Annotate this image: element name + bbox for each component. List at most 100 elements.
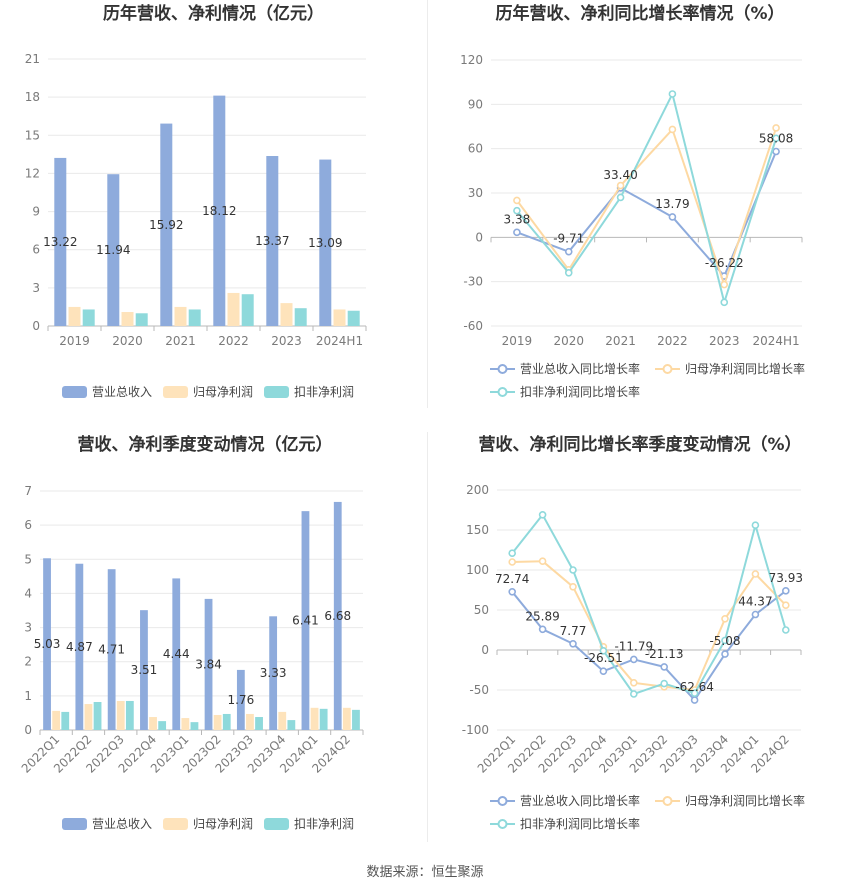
point-revenue-2023Q1 — [629, 655, 638, 664]
legend-item-parent-net-profit-growth[interactable]: 归母净利润同比增长率 — [655, 357, 820, 380]
data-label-revenue-2021: 15.92 — [149, 218, 183, 232]
data-source-note: 数据来源：恒生聚源 — [366, 865, 484, 880]
point-revenue-2023Q2 — [660, 663, 669, 671]
bar-parent-net-profit-2022 — [227, 292, 240, 326]
y-tick-label: 18 — [25, 90, 40, 104]
legend-item-deducted-net-profit-growth[interactable]: 扣非净利润同比增长率 — [490, 380, 655, 403]
legend-item-parent-net-profit[interactable]: 归母净利润 — [163, 812, 264, 835]
legend-label-deducted-net-profit-growth: 扣非净利润同比增长率 — [520, 385, 641, 399]
x-tick-label: 2019 — [59, 334, 90, 348]
y-tick-label: -60 — [463, 319, 483, 333]
legend-label-deducted-net-profit: 扣非净利润 — [294, 817, 355, 831]
data-label-revenue-2022Q4: 3.51 — [131, 663, 158, 677]
swatch-marker — [497, 386, 508, 397]
legend-item-deducted-net-profit[interactable]: 扣非净利润 — [264, 812, 365, 835]
bar-revenue-2023 — [266, 156, 279, 326]
bar-deducted-net-profit-2020 — [135, 313, 148, 326]
line-parent-net-profit-growth — [512, 560, 787, 691]
bar-deducted-net-profit-2023Q3 — [255, 717, 263, 730]
point-parent-net-profit-2022 — [668, 125, 677, 134]
point-revenue-2022Q2 — [538, 625, 547, 634]
point-deducted-net-profit-2022Q4 — [599, 646, 608, 655]
bar-revenue-2023Q3 — [236, 669, 245, 730]
legend-item-deducted-net-profit[interactable]: 扣非净利润 — [264, 380, 365, 403]
y-tick-label: -100 — [462, 723, 489, 737]
point-deducted-net-profit-2023Q1 — [629, 690, 638, 698]
point-deducted-net-profit-2022Q3 — [569, 566, 577, 574]
point-revenue-2022Q3 — [569, 639, 577, 648]
bar-revenue-2019 — [54, 157, 67, 326]
x-tick-label: 2021 — [165, 334, 196, 348]
point-deducted-net-profit-2020 — [564, 268, 573, 277]
deducted-net-profit-growth-line-swatch — [490, 818, 515, 829]
point-parent-net-profit-2022Q3 — [569, 582, 577, 591]
parent-net-profit-swatch — [163, 385, 188, 398]
x-tick-label: 2022 — [218, 334, 249, 348]
swatch-marker — [662, 363, 673, 374]
y-tick-label: 9 — [32, 205, 40, 219]
quarterly-growth-title: 营收、净利同比增长率季度变动情况（%） — [478, 435, 802, 455]
legend-item-revenue[interactable]: 营业总收入 — [62, 380, 163, 403]
panel-divider-bottom — [427, 432, 428, 842]
deducted-net-profit-growth-line-swatch — [490, 386, 515, 397]
bar-deducted-net-profit-2023 — [294, 308, 307, 326]
quarterly-amount-legend: 营业总收入 归母净利润 扣非净利润 — [62, 812, 365, 835]
legend-item-deducted-net-profit-growth[interactable]: 扣非净利润同比增长率 — [490, 812, 655, 835]
bar-deducted-net-profit-2023Q1 — [190, 722, 199, 730]
bar-deducted-net-profit-2023Q4 — [287, 720, 296, 730]
bar-revenue-2022 — [213, 95, 226, 326]
data-label-revenue-2022: 13.79 — [655, 197, 689, 211]
legend-label-deducted-net-profit-growth: 扣非净利润同比增长率 — [520, 817, 641, 831]
quarterly-growth-legend: 营业总收入同比增长率 归母净利润同比增长率 扣非净利润同比增长率 — [490, 789, 820, 835]
annual-amount-title: 历年营收、净利情况（亿元） — [103, 4, 324, 24]
x-tick-label: 2022 — [657, 334, 688, 348]
point-parent-net-profit-2024Q2 — [781, 601, 790, 610]
swatch-marker — [497, 818, 508, 829]
bar-revenue-2022Q1 — [43, 558, 51, 730]
legend-label-revenue: 营业总收入 — [92, 385, 153, 399]
bar-parent-net-profit-2024H1 — [333, 309, 346, 326]
bar-revenue-2023Q1 — [172, 578, 181, 730]
bar-deducted-net-profit-2024Q2 — [352, 709, 360, 730]
bar-parent-net-profit-2024Q1 — [310, 707, 319, 730]
y-tick-label: 5 — [24, 552, 32, 566]
point-deducted-net-profit-2024Q1 — [751, 521, 760, 530]
data-label-revenue-2023Q4: 3.33 — [260, 666, 287, 680]
bar-parent-net-profit-2021 — [174, 306, 187, 326]
y-tick-label: 150 — [466, 523, 489, 537]
bar-revenue-2021 — [160, 123, 173, 327]
legend-item-revenue[interactable]: 营业总收入 — [62, 812, 163, 835]
y-tick-label: 0 — [32, 319, 40, 333]
y-tick-label: 0 — [475, 230, 483, 244]
panel-divider-top — [427, 0, 428, 408]
y-tick-label: 90 — [468, 97, 483, 111]
bar-parent-net-profit-2023 — [280, 303, 293, 326]
line-parent-net-profit-growth — [516, 127, 778, 286]
y-tick-label: 30 — [468, 186, 483, 200]
bar-revenue-2023Q2 — [204, 598, 213, 730]
y-tick-label: 2 — [24, 655, 32, 669]
bar-revenue-2024H1 — [319, 159, 332, 326]
y-tick-label: 0 — [481, 643, 489, 657]
data-label-revenue-2021: 33.40 — [603, 168, 637, 182]
bar-parent-net-profit-2023Q4 — [278, 711, 287, 730]
point-parent-net-profit-2023Q1 — [629, 678, 638, 687]
legend-item-revenue-growth[interactable]: 营业总收入同比增长率 — [490, 789, 655, 812]
bar-deducted-net-profit-2022 — [241, 294, 254, 326]
y-tick-label: 4 — [24, 586, 32, 600]
annual-growth-chart: -60 -30 0 30 60 90 120 2019 2020 2021 2022 2023 2024… — [460, 53, 803, 348]
bar-deducted-net-profit-2022Q2 — [93, 702, 102, 730]
quarterly-amount-chart: 012345672022Q12022Q22022Q32022Q42023Q120… — [19, 484, 364, 776]
x-tick-label: 2024H1 — [316, 334, 363, 348]
y-tick-label: 6 — [24, 518, 32, 532]
legend-item-parent-net-profit-growth[interactable]: 归母净利润同比增长率 — [655, 789, 820, 812]
data-label-revenue-2019: 3.38 — [504, 212, 531, 226]
bar-deducted-net-profit-2024H1 — [347, 310, 360, 326]
data-label-revenue-2022Q3: 4.71 — [98, 643, 125, 657]
point-revenue-2019 — [513, 228, 521, 237]
legend-item-revenue-growth[interactable]: 营业总收入同比增长率 — [490, 357, 655, 380]
revenue-growth-line-swatch — [490, 363, 515, 374]
legend-item-parent-net-profit[interactable]: 归母净利润 — [163, 380, 264, 403]
line-revenue-growth — [511, 590, 787, 702]
x-tick-label: 2023 — [271, 334, 302, 348]
